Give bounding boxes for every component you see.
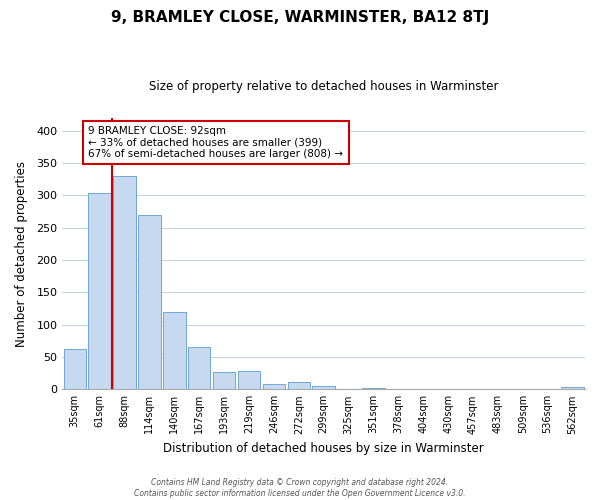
Bar bbox=[88, 194, 111, 390]
Text: 9 BRAMLEY CLOSE: 92sqm
← 33% of detached houses are smaller (399)
67% of semi-de: 9 BRAMLEY CLOSE: 92sqm ← 33% of detached… bbox=[88, 126, 343, 159]
Text: Contains HM Land Registry data © Crown copyright and database right 2024.
Contai: Contains HM Land Registry data © Crown c… bbox=[134, 478, 466, 498]
Bar bbox=[113, 176, 136, 390]
Title: Size of property relative to detached houses in Warminster: Size of property relative to detached ho… bbox=[149, 80, 499, 93]
Bar bbox=[213, 372, 235, 390]
Bar bbox=[313, 386, 335, 390]
Text: 9, BRAMLEY CLOSE, WARMINSTER, BA12 8TJ: 9, BRAMLEY CLOSE, WARMINSTER, BA12 8TJ bbox=[111, 10, 489, 25]
Bar bbox=[362, 388, 385, 390]
Bar bbox=[64, 348, 86, 390]
X-axis label: Distribution of detached houses by size in Warminster: Distribution of detached houses by size … bbox=[163, 442, 484, 455]
Bar bbox=[138, 215, 161, 390]
Bar bbox=[287, 382, 310, 390]
Bar bbox=[238, 371, 260, 390]
Bar bbox=[263, 384, 285, 390]
Y-axis label: Number of detached properties: Number of detached properties bbox=[15, 160, 28, 346]
Bar bbox=[188, 348, 211, 390]
Bar bbox=[562, 388, 584, 390]
Bar bbox=[163, 312, 185, 390]
